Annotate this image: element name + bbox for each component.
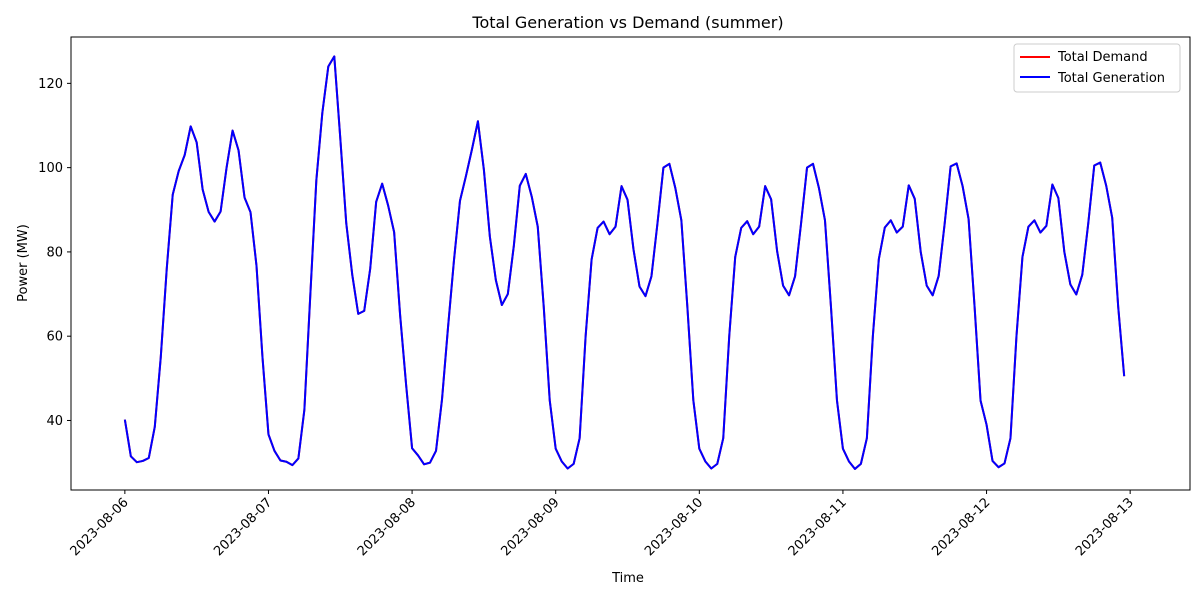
x-axis-label: Time (611, 571, 644, 586)
series-layer (123, 55, 1126, 470)
y-tick-label: 60 (46, 330, 63, 345)
legend: Total Demand Total Generation (1013, 43, 1181, 93)
legend-label-total-demand: Total Demand (1057, 50, 1148, 65)
y-axis-label: Power (MW) (16, 224, 31, 302)
y-axis: 40 60 80 100 120 (38, 77, 71, 429)
y-tick-label: 40 (46, 414, 63, 429)
legend-label-total-generation: Total Generation (1057, 71, 1165, 86)
plot-area (70, 36, 1191, 491)
y-tick-label: 120 (38, 77, 63, 92)
legend-box (1013, 43, 1181, 93)
y-tick-label: 100 (38, 161, 63, 176)
series-line-total-generation (123, 55, 1126, 470)
plot-frame (70, 36, 1191, 491)
chart-title: Total Generation vs Demand (summer) (471, 13, 783, 32)
y-tick-label: 80 (46, 245, 63, 260)
